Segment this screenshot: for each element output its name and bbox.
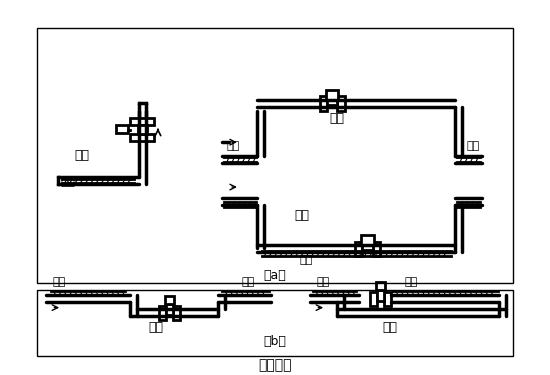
Bar [37, 290, 513, 356]
Bar [159, 306, 166, 320]
Text: 图（四）: 图（四） [258, 358, 292, 372]
Text: 错误: 错误 [382, 321, 397, 334]
Bar [130, 118, 155, 126]
Text: 气泡: 气泡 [317, 277, 330, 287]
Bar [377, 290, 384, 301]
Bar [116, 124, 128, 134]
Bar [320, 96, 327, 111]
Bar [166, 304, 173, 315]
Bar [376, 282, 385, 290]
Text: （a）: （a） [263, 268, 287, 282]
Bar [355, 242, 362, 256]
Bar [130, 134, 155, 141]
Text: 正确: 正确 [74, 149, 89, 162]
Bar [384, 292, 391, 306]
Text: 气泡: 气泡 [242, 277, 255, 287]
Bar [327, 100, 338, 105]
Bar [370, 292, 377, 306]
Text: 气泡: 气泡 [405, 277, 418, 287]
Bar [338, 96, 344, 111]
Bar [362, 245, 373, 250]
Text: 正确: 正确 [148, 321, 164, 334]
Bar [373, 242, 380, 256]
Bar [37, 28, 513, 283]
Bar [361, 236, 373, 245]
Bar [138, 126, 146, 134]
Text: 错误: 错误 [294, 209, 309, 222]
Text: 液体: 液体 [466, 141, 480, 151]
Bar [165, 296, 174, 304]
Bar [173, 306, 180, 320]
Text: 液体: 液体 [60, 175, 76, 188]
Text: （b）: （b） [263, 334, 287, 348]
Text: 液体: 液体 [299, 255, 312, 265]
Text: 气泡: 气泡 [53, 277, 66, 287]
Bar [326, 90, 338, 100]
Text: 液体: 液体 [226, 141, 239, 151]
Text: 正确: 正确 [329, 112, 344, 125]
